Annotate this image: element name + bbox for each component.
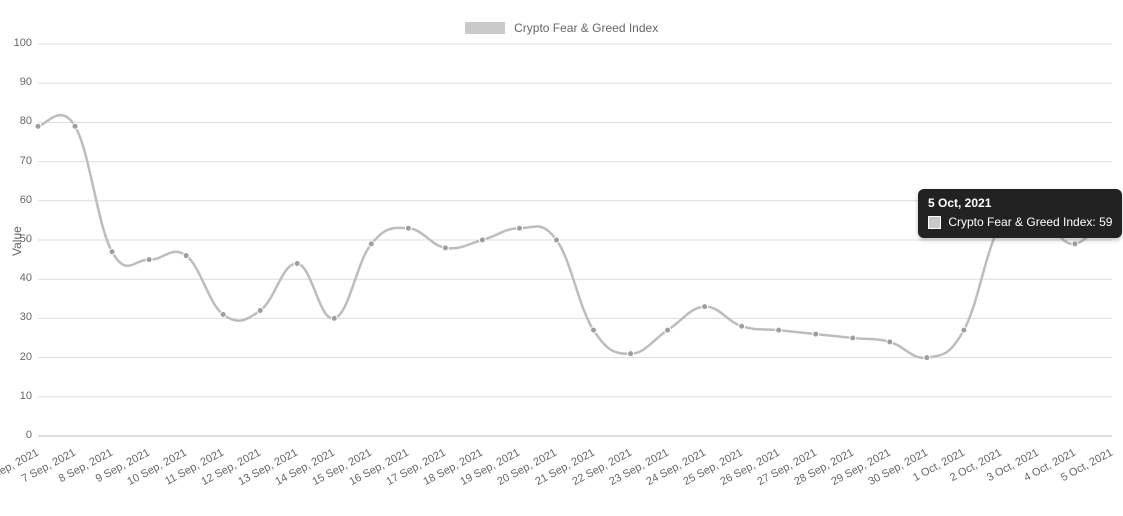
tooltip-date: 5 Oct, 2021 xyxy=(928,195,1112,212)
tooltip-value: 59 xyxy=(1099,215,1112,229)
tooltip-series-label: Crypto Fear & Greed Index: xyxy=(948,215,1095,229)
y-tick-label: 100 xyxy=(8,37,32,49)
legend[interactable]: Crypto Fear & Greed Index xyxy=(0,20,1123,35)
chart-plot xyxy=(0,0,1123,516)
y-tick-label: 20 xyxy=(8,351,32,363)
chart-container: Crypto Fear & Greed Index Value 01020304… xyxy=(0,0,1123,516)
y-tick-label: 10 xyxy=(8,390,32,402)
y-tick-label: 80 xyxy=(8,115,32,127)
y-tick-label: 50 xyxy=(8,233,32,245)
y-tick-label: 0 xyxy=(8,429,32,441)
y-tick-label: 90 xyxy=(8,76,32,88)
y-tick-label: 30 xyxy=(8,311,32,323)
tooltip: 5 Oct, 2021 Crypto Fear & Greed Index: 5… xyxy=(918,189,1122,238)
y-tick-label: 40 xyxy=(8,272,32,284)
legend-label: Crypto Fear & Greed Index xyxy=(514,21,658,35)
legend-swatch xyxy=(465,22,505,34)
tooltip-swatch xyxy=(928,216,941,229)
y-tick-label: 70 xyxy=(8,155,32,167)
y-tick-label: 60 xyxy=(8,194,32,206)
